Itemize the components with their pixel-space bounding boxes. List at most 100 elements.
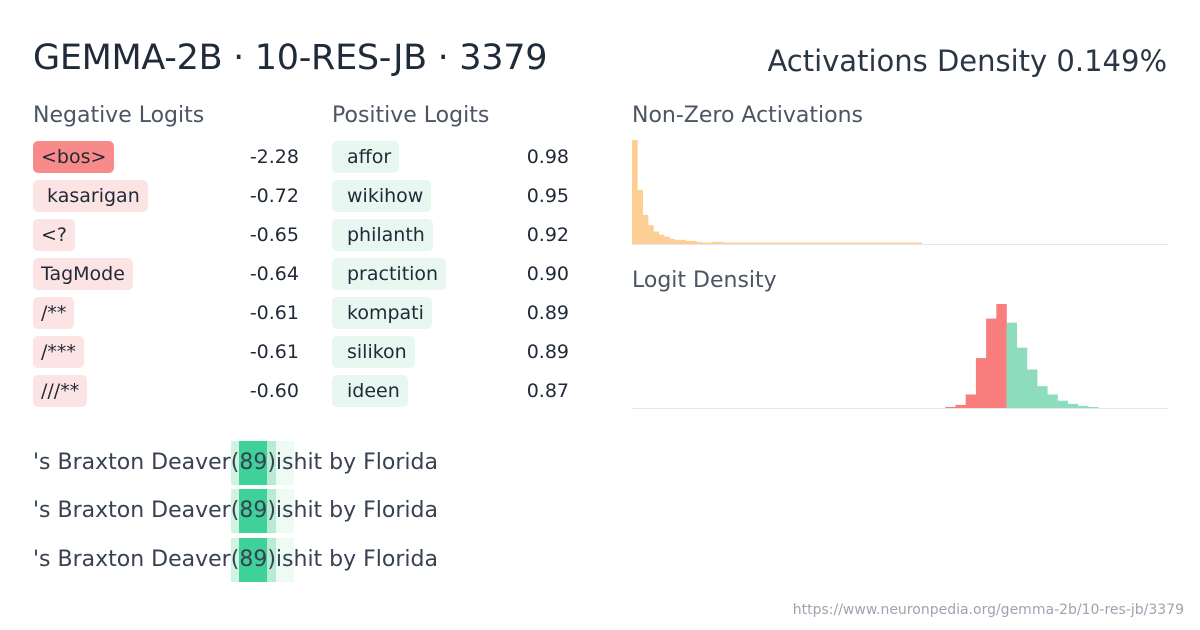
activation-bar xyxy=(664,236,670,244)
positive-logit-value: 0.87 xyxy=(526,380,569,402)
activation-bar xyxy=(669,238,676,244)
negative-logit-token: ///** xyxy=(33,375,88,407)
snippet-token-max: 89 xyxy=(239,489,268,533)
snippet-token-highlight: ) xyxy=(267,441,276,485)
activation-bar xyxy=(819,242,826,244)
negative-logit-value: -0.64 xyxy=(249,263,299,285)
activation-bar xyxy=(916,242,922,244)
activation-bar xyxy=(653,231,660,244)
activation-bar xyxy=(696,241,702,244)
negative-logit-row: kasarigan -0.72 xyxy=(33,180,303,219)
negative-logit-bar xyxy=(996,304,1007,408)
activation-bar xyxy=(733,242,740,244)
positive-logit-row: wikihow 0.95 xyxy=(332,180,602,219)
activation-bar xyxy=(910,242,917,244)
positive-logit-bar xyxy=(1016,347,1028,408)
positive-logit-value: 0.92 xyxy=(526,224,569,246)
snippet-token-highlight: ) xyxy=(267,538,276,582)
activation-bar xyxy=(771,242,778,244)
activation-bar xyxy=(707,242,713,244)
positive-logit-row: philanth 0.92 xyxy=(332,219,602,258)
snippet-token-highlight: is xyxy=(275,538,294,582)
positive-logit-row: ideen 0.87 xyxy=(332,375,602,414)
activation-bar xyxy=(723,242,729,244)
negative-logit-value: -0.61 xyxy=(249,341,299,363)
activation-bar xyxy=(798,242,804,244)
activation-bar xyxy=(792,242,799,244)
source-url[interactable]: https://www.neuronpedia.org/gemma-2b/10-… xyxy=(792,602,1184,618)
activation-bar xyxy=(637,189,644,244)
negative-logit-bar xyxy=(975,358,987,408)
positive-logit-bar xyxy=(1026,369,1038,408)
positive-logit-token: philanth xyxy=(332,219,433,251)
positive-logit-token: kompati xyxy=(332,297,432,329)
snippet-token-highlight: ( xyxy=(230,441,240,485)
positive-logit-row: silikon 0.89 xyxy=(332,336,602,375)
activation-bar xyxy=(862,242,869,244)
activation-bar xyxy=(900,242,906,244)
activation-bar xyxy=(808,242,815,244)
activation-bar xyxy=(841,242,847,244)
activation-bar xyxy=(685,240,692,244)
activation-bar xyxy=(814,242,820,244)
activation-bar xyxy=(658,234,665,244)
activation-bar xyxy=(701,242,708,244)
activation-bar xyxy=(690,240,697,244)
positive-logits-list: affor 0.98 wikihow 0.95 philanth 0.92 pr… xyxy=(332,141,602,414)
activation-bar xyxy=(749,242,756,244)
negative-logit-value: -2.28 xyxy=(249,146,299,168)
negative-logit-bar xyxy=(965,394,977,408)
positive-logit-bar xyxy=(1006,322,1017,408)
activation-bar xyxy=(824,242,831,244)
negative-logit-row: ///** -0.60 xyxy=(33,375,303,414)
snippet-text-before: 's Braxton Deaver xyxy=(33,450,231,475)
positive-logit-bar xyxy=(1067,403,1079,408)
activation-bar xyxy=(728,242,735,244)
positive-logit-token: silikon xyxy=(332,336,415,368)
positive-logit-token: wikihow xyxy=(332,180,432,212)
activation-bar xyxy=(873,242,879,244)
positive-logit-bar xyxy=(1037,386,1048,408)
negative-logits-list: <bos> -2.28 kasarigan -0.72 <? -0.65 Tag… xyxy=(33,141,303,414)
negative-logit-token: /*** xyxy=(33,336,84,368)
snippet-text-after: hit by Florida xyxy=(293,450,438,475)
activation-bar xyxy=(739,242,745,244)
negative-logit-row: <? -0.65 xyxy=(33,219,303,258)
positive-logit-token: affor xyxy=(332,141,400,173)
activation-bar xyxy=(878,242,885,244)
negative-logit-value: -0.61 xyxy=(249,302,299,324)
activation-bar xyxy=(883,242,890,244)
logit-density-heading: Logit Density xyxy=(632,268,777,293)
activation-bar xyxy=(632,140,638,244)
positive-logit-bar xyxy=(1047,394,1058,408)
positive-logit-value: 0.95 xyxy=(526,185,569,207)
positive-logit-row: kompati 0.89 xyxy=(332,297,602,336)
negative-logit-bar xyxy=(945,406,956,408)
snippet-text-before: 's Braxton Deaver xyxy=(33,547,231,572)
positive-logit-value: 0.89 xyxy=(526,341,569,363)
positive-logits-heading: Positive Logits xyxy=(332,103,490,128)
snippet-token-highlight: ) xyxy=(267,489,276,533)
activation-bar xyxy=(674,239,681,244)
snippet-token-highlight: ( xyxy=(230,489,240,533)
nonzero-activations-chart xyxy=(632,140,1168,245)
activations-density: Activations Density 0.149% xyxy=(767,44,1167,78)
activation-snippet: 's Braxton Deaver (89) is hit by Florida xyxy=(33,441,438,485)
negative-logit-row: TagMode -0.64 xyxy=(33,258,303,297)
positive-logit-value: 0.98 xyxy=(526,146,569,168)
activation-bar xyxy=(803,242,810,244)
activation-bar xyxy=(760,242,767,244)
activation-bar xyxy=(680,239,686,244)
activation-bar xyxy=(755,242,761,244)
positive-logit-bar xyxy=(1057,400,1068,408)
snippet-text-after: hit by Florida xyxy=(293,547,438,572)
negative-logit-value: -0.65 xyxy=(249,224,299,246)
activation-bar xyxy=(787,242,794,244)
negative-logit-value: -0.72 xyxy=(249,185,299,207)
snippet-token-highlight: is xyxy=(275,441,294,485)
activation-snippet: 's Braxton Deaver (89) is hit by Florida xyxy=(33,538,438,582)
activation-bar xyxy=(889,242,895,244)
positive-logit-token: practition xyxy=(332,258,447,290)
activation-bar xyxy=(835,242,842,244)
activation-bar xyxy=(857,242,863,244)
